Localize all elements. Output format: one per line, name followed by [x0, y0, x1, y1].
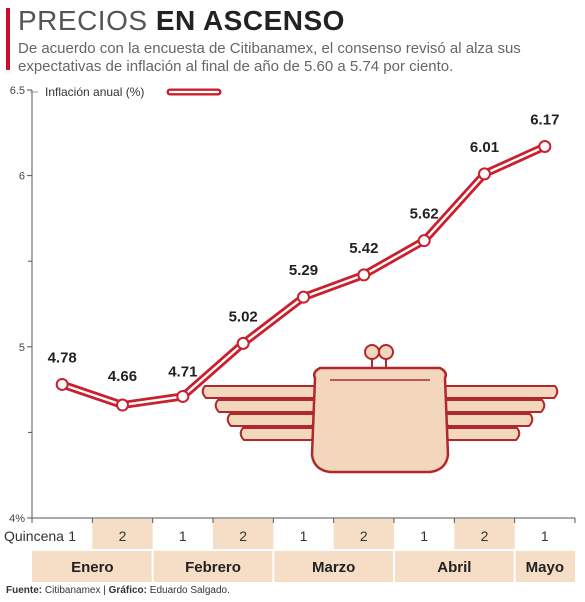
- quincena-shades: Enero Febrero Marzo Abril Mayo: [32, 519, 575, 582]
- x-tick-label: 2: [119, 528, 127, 544]
- title-bold: EN ASCENSO: [155, 5, 345, 36]
- data-label: 5.42: [349, 240, 378, 257]
- data-point: [116, 398, 129, 412]
- month-label: Enero: [71, 559, 114, 576]
- y-tick-label: 5: [19, 342, 25, 354]
- chart-subtitle: De acuerdo con la encuesta de Citibaname…: [18, 40, 521, 75]
- data-labels: 4.78 4.66 4.71 5.02 5.29 5.42 5.62 6.01 6.17: [48, 111, 560, 385]
- x-tick-label: 1: [68, 528, 76, 544]
- month-label: Marzo: [312, 559, 355, 576]
- month-band: [32, 551, 575, 582]
- data-label: 5.29: [289, 262, 318, 279]
- y-tick-label: 6.5: [10, 85, 25, 97]
- x-tick-label: 1: [300, 528, 308, 544]
- winged-purse-illustration: [201, 344, 559, 474]
- footer-separator: |: [103, 585, 106, 596]
- y-tick-label: 6: [19, 171, 25, 183]
- x-tick-label: 1: [420, 528, 428, 544]
- data-label: 6.01: [470, 139, 499, 156]
- x-tick-label: 1: [179, 528, 187, 544]
- chart-title: PRECIOS EN ASCENSO: [18, 4, 345, 38]
- data-label: 6.17: [530, 111, 559, 128]
- source-value: Citibanamex: [44, 585, 101, 596]
- data-label: 4.71: [168, 363, 197, 380]
- title-light: PRECIOS: [18, 5, 148, 36]
- x-tick-label: 2: [481, 528, 489, 544]
- month-label: Abril: [437, 559, 471, 576]
- month-label: Febrero: [185, 559, 241, 576]
- source-label: Fuente:: [6, 585, 43, 596]
- data-point: [176, 389, 190, 403]
- x-tick-label: 2: [360, 528, 368, 544]
- data-label: 4.66: [108, 368, 137, 385]
- quincena-shade: [454, 519, 515, 549]
- data-label: 4.78: [48, 349, 77, 366]
- inflation-series: [55, 139, 552, 412]
- legend: Inflación anual (%): [30, 85, 222, 99]
- x-tick-label: 2: [239, 528, 247, 544]
- x-tick-label: 1: [541, 528, 549, 544]
- title-accent-bar: [6, 8, 10, 70]
- data-label: 5.62: [410, 206, 439, 223]
- graphic-label: Gráfico:: [108, 585, 147, 596]
- data-point: [236, 336, 250, 350]
- data-point: [297, 290, 310, 304]
- data-point: [357, 268, 371, 282]
- legend-label: Inflación anual (%): [45, 85, 144, 99]
- data-point: [538, 139, 552, 153]
- data-point: [55, 377, 69, 391]
- month-label: Mayo: [526, 559, 564, 576]
- data-point: [417, 234, 431, 248]
- y-tick-label: 4%: [9, 513, 25, 525]
- quincena-shade: [213, 519, 274, 549]
- quincena-shade: [333, 519, 394, 549]
- data-point: [478, 167, 491, 181]
- footer: Fuente: Citibanamex | Gráfico: Eduardo S…: [6, 585, 230, 596]
- quincena-shade: [92, 519, 153, 549]
- x-axis-label: Quincena: [4, 528, 64, 544]
- data-label: 5.02: [229, 308, 258, 325]
- graphic-value: Eduardo Salgado.: [149, 585, 230, 596]
